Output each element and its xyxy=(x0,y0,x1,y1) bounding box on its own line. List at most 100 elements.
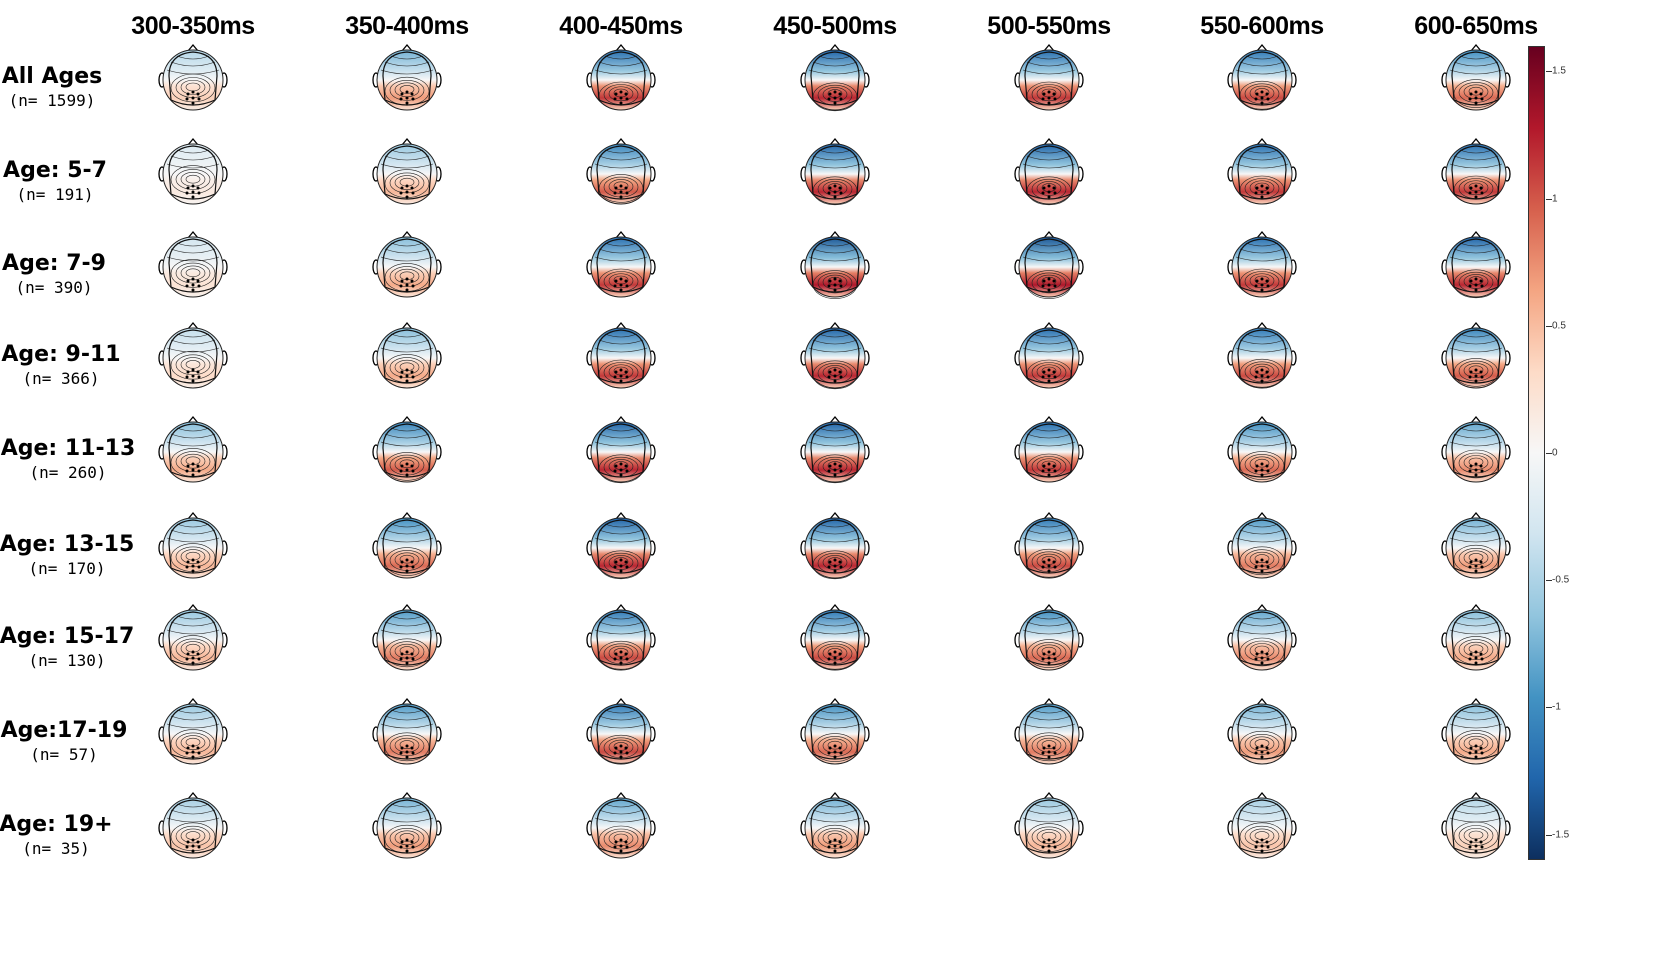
topomap xyxy=(1441,697,1511,765)
topomap xyxy=(158,603,228,671)
colorbar-tick xyxy=(1546,198,1552,200)
column-header: 400-450ms xyxy=(559,12,683,40)
topomap xyxy=(1227,791,1297,859)
colorbar-tick-label: 1 xyxy=(1552,193,1558,205)
topomap xyxy=(1227,230,1297,298)
colorbar-tick xyxy=(1546,834,1552,836)
row-title: Age: 9-11 xyxy=(1,342,121,367)
topomap xyxy=(372,321,442,389)
topomap xyxy=(1014,511,1084,579)
topomap xyxy=(372,230,442,298)
topomap xyxy=(586,415,656,484)
row-sample-size: (n= 390) xyxy=(15,278,93,297)
column-header: 350-400ms xyxy=(345,12,469,40)
topomap xyxy=(372,603,442,671)
topomap xyxy=(1227,603,1297,671)
topomap xyxy=(586,43,656,111)
colorbar-tick xyxy=(1546,71,1552,73)
row-sample-size: (n= 170) xyxy=(28,559,106,578)
row-title: Age: 19+ xyxy=(0,812,113,837)
colorbar-tick-label: 1.5 xyxy=(1552,65,1566,77)
topomap xyxy=(586,791,656,859)
row-title: Age: 15-17 xyxy=(0,624,135,649)
topomap xyxy=(1227,43,1297,111)
colorbar-tick xyxy=(1546,580,1552,582)
topomap xyxy=(158,511,228,579)
topomap xyxy=(586,697,656,765)
topomap xyxy=(1014,697,1084,765)
topomap xyxy=(158,230,228,298)
topomap xyxy=(1014,43,1084,111)
topomap xyxy=(1014,137,1084,206)
topomap xyxy=(1441,791,1511,859)
row-title: Age: 7-9 xyxy=(2,251,106,276)
topomap xyxy=(372,43,442,111)
row-label: Age: 13-15 (n= 170) xyxy=(0,532,142,580)
row-title: Age:17-19 xyxy=(0,718,128,743)
topomap xyxy=(1014,791,1084,859)
topomap xyxy=(158,415,228,483)
row-label: Age: 9-11 (n= 366) xyxy=(0,342,136,390)
row-sample-size: (n= 35) xyxy=(22,839,90,858)
topomap xyxy=(1227,415,1297,483)
colorbar-tick-label: -1 xyxy=(1552,701,1561,713)
row-sample-size: (n= 191) xyxy=(16,185,94,204)
topomap xyxy=(586,137,656,205)
topomap xyxy=(1014,603,1084,671)
row-label: Age: 11-13 (n= 260) xyxy=(0,436,143,484)
topomap xyxy=(586,511,656,580)
topomap xyxy=(1441,415,1511,483)
row-label: Age:17-19 (n= 57) xyxy=(0,718,139,766)
topomap xyxy=(372,137,442,205)
topomap xyxy=(800,697,870,765)
topomap xyxy=(158,321,228,389)
row-sample-size: (n= 260) xyxy=(29,463,107,482)
topomap xyxy=(158,137,228,205)
topomap xyxy=(586,603,656,671)
column-header: 300-350ms xyxy=(131,12,255,40)
topomap xyxy=(800,603,870,671)
topomap xyxy=(1441,511,1511,579)
topomap xyxy=(1014,230,1084,299)
row-title: Age: 11-13 xyxy=(0,436,136,461)
topomap xyxy=(1227,137,1297,205)
topomap xyxy=(800,791,870,859)
topomap xyxy=(158,791,228,859)
topomap xyxy=(800,137,870,206)
topomap xyxy=(1441,137,1511,205)
topomap xyxy=(158,697,228,765)
colorbar-tick-label: 0 xyxy=(1552,447,1558,459)
topomap xyxy=(372,415,442,483)
topomap xyxy=(1441,43,1511,111)
topomap xyxy=(1441,230,1511,299)
row-label: Age: 7-9 (n= 390) xyxy=(0,251,129,299)
topomap xyxy=(586,230,656,298)
topomap xyxy=(158,43,228,111)
topomap xyxy=(1227,511,1297,579)
row-label: All Ages (n= 1599) xyxy=(0,64,127,112)
row-label: Age: 19+ (n= 35) xyxy=(0,812,131,860)
colorbar-tick-label: 0.5 xyxy=(1552,320,1566,332)
colorbar-tick xyxy=(1546,453,1552,454)
topomap xyxy=(372,791,442,859)
colorbar-tick-label: -1.5 xyxy=(1552,829,1570,841)
row-title: Age: 5-7 xyxy=(3,158,107,183)
row-sample-size: (n= 366) xyxy=(22,369,100,388)
column-header: 450-500ms xyxy=(773,12,897,40)
column-header: 600-650ms xyxy=(1414,12,1538,40)
colorbar-tick xyxy=(1546,325,1552,327)
topomap xyxy=(800,43,870,112)
column-header: 500-550ms xyxy=(987,12,1111,40)
topomap xyxy=(800,230,870,299)
colorbar-tick-label: -0.5 xyxy=(1552,574,1570,586)
row-label: Age: 5-7 (n= 191) xyxy=(0,158,130,206)
row-sample-size: (n= 130) xyxy=(28,651,106,670)
topomap xyxy=(800,321,870,390)
topomap xyxy=(372,697,442,765)
topomap xyxy=(1014,321,1084,389)
topomap xyxy=(800,415,870,484)
topomap xyxy=(586,321,656,389)
topomap xyxy=(1014,415,1084,483)
row-label: Age: 15-17 (n= 130) xyxy=(0,624,142,672)
